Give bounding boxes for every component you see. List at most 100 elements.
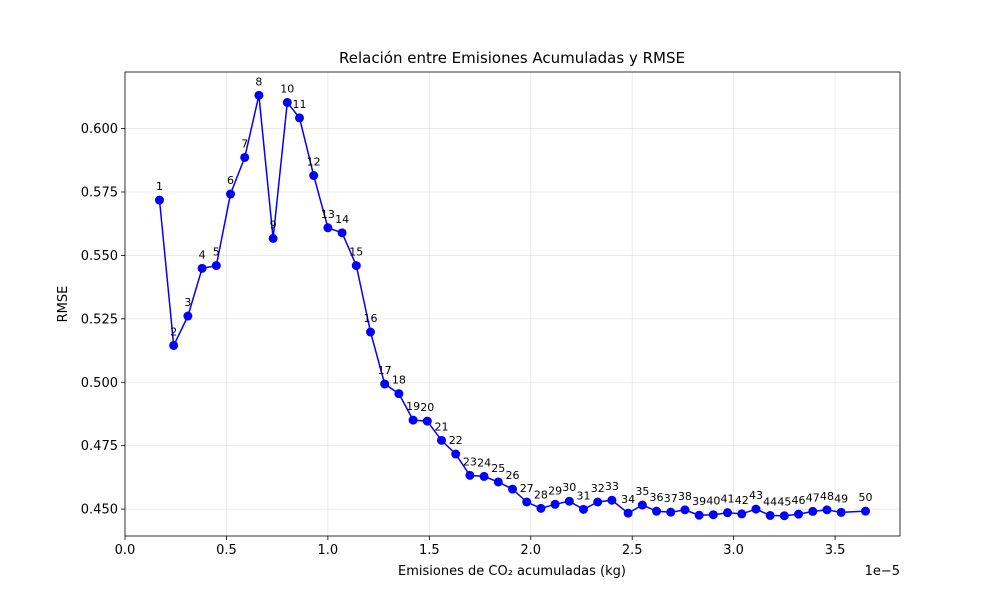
point-label: 17 bbox=[378, 364, 392, 377]
point-label: 50 bbox=[859, 491, 873, 504]
y-tick-label: 0.450 bbox=[81, 503, 118, 518]
point-label: 6 bbox=[227, 174, 234, 187]
data-point bbox=[637, 500, 647, 510]
point-label: 21 bbox=[434, 420, 448, 433]
data-point bbox=[765, 510, 775, 520]
x-tick-label: 2.0 bbox=[520, 543, 541, 558]
data-point bbox=[822, 505, 832, 515]
x-tick-label: 3.5 bbox=[825, 543, 846, 558]
data-point bbox=[465, 470, 475, 480]
data-point bbox=[309, 171, 319, 181]
data-point bbox=[154, 195, 164, 205]
x-tick-label: 0.0 bbox=[115, 543, 136, 558]
data-point bbox=[536, 503, 546, 513]
point-label: 31 bbox=[577, 489, 591, 502]
data-point bbox=[254, 90, 264, 100]
x-axis-scale-label: 1e−5 bbox=[865, 564, 900, 579]
data-point bbox=[607, 495, 617, 505]
data-point bbox=[861, 506, 871, 516]
point-label: 40 bbox=[706, 495, 720, 508]
x-tick-label: 2.5 bbox=[622, 543, 643, 558]
point-label: 24 bbox=[477, 456, 491, 469]
point-label: 2 bbox=[170, 325, 177, 338]
point-label: 23 bbox=[463, 455, 477, 468]
point-label: 7 bbox=[241, 137, 248, 150]
data-point bbox=[408, 415, 418, 425]
data-point bbox=[593, 497, 603, 507]
y-tick-label: 0.600 bbox=[81, 122, 118, 137]
data-point bbox=[323, 223, 333, 233]
data-point bbox=[522, 497, 532, 507]
point-label: 36 bbox=[650, 491, 664, 504]
data-point bbox=[779, 511, 789, 521]
point-label: 29 bbox=[548, 484, 562, 497]
point-label: 9 bbox=[270, 218, 277, 231]
plot-frame bbox=[124, 71, 901, 537]
data-point bbox=[550, 499, 560, 509]
point-label: 45 bbox=[777, 496, 791, 509]
data-point bbox=[808, 506, 818, 516]
data-point bbox=[694, 510, 704, 520]
point-label: 28 bbox=[534, 488, 548, 501]
point-label: 43 bbox=[749, 489, 763, 502]
point-label: 48 bbox=[820, 490, 834, 503]
data-point bbox=[169, 340, 179, 350]
data-point bbox=[751, 504, 761, 514]
y-tick-label: 0.500 bbox=[81, 376, 118, 391]
x-tick-label: 3.0 bbox=[723, 543, 744, 558]
data-point bbox=[211, 261, 221, 271]
point-label: 44 bbox=[763, 495, 777, 508]
data-point bbox=[564, 496, 574, 506]
point-label: 14 bbox=[335, 213, 349, 226]
x-tick-label: 1.5 bbox=[419, 543, 440, 558]
data-point bbox=[493, 477, 503, 487]
x-tick-label: 1.0 bbox=[318, 543, 339, 558]
data-point bbox=[666, 507, 676, 517]
data-point bbox=[723, 508, 733, 518]
data-point bbox=[282, 97, 292, 107]
point-label: 30 bbox=[562, 481, 576, 494]
point-label: 10 bbox=[280, 82, 294, 95]
point-label: 18 bbox=[392, 374, 406, 387]
data-point bbox=[380, 379, 390, 389]
point-label: 27 bbox=[520, 482, 534, 495]
point-label: 11 bbox=[292, 98, 306, 111]
tick-layer: 0.0 0.5 1.0 1.5 2.0 2.5 3.0 3.5 0.450 0.475 0.500 0… bbox=[81, 122, 846, 558]
point-label: 32 bbox=[591, 482, 605, 495]
data-point bbox=[623, 508, 633, 518]
point-label: 49 bbox=[834, 492, 848, 505]
grid-layer bbox=[124, 72, 900, 536]
point-label: 26 bbox=[506, 469, 520, 482]
data-point bbox=[268, 233, 278, 243]
data-point bbox=[422, 416, 432, 426]
data-point bbox=[183, 311, 193, 321]
data-point bbox=[294, 113, 304, 123]
point-label: 13 bbox=[321, 208, 335, 221]
data-point bbox=[836, 507, 846, 517]
point-label: 35 bbox=[635, 485, 649, 498]
data-point bbox=[579, 504, 589, 514]
point-label: 38 bbox=[678, 490, 692, 503]
point-label: 1 bbox=[156, 180, 163, 193]
point-label: 12 bbox=[307, 156, 321, 169]
y-tick-label: 0.550 bbox=[81, 249, 118, 264]
data-point bbox=[508, 484, 517, 494]
data-point bbox=[479, 471, 489, 481]
data-point bbox=[652, 506, 662, 516]
chart-title: Relación entre Emisiones Acumuladas y RM… bbox=[339, 49, 685, 67]
data-point bbox=[451, 449, 461, 459]
data-point bbox=[351, 261, 361, 271]
y-tick-label: 0.575 bbox=[81, 185, 118, 200]
data-point bbox=[365, 327, 375, 337]
point-label: 22 bbox=[449, 434, 463, 447]
series-line bbox=[158, 95, 866, 517]
y-tick-label: 0.475 bbox=[81, 439, 118, 454]
series-layer bbox=[154, 90, 871, 521]
point-label: 8 bbox=[255, 75, 262, 88]
x-tick-label: 0.5 bbox=[216, 543, 237, 558]
data-point bbox=[394, 389, 404, 399]
point-label: 46 bbox=[792, 494, 806, 507]
point-label: 41 bbox=[721, 493, 735, 506]
